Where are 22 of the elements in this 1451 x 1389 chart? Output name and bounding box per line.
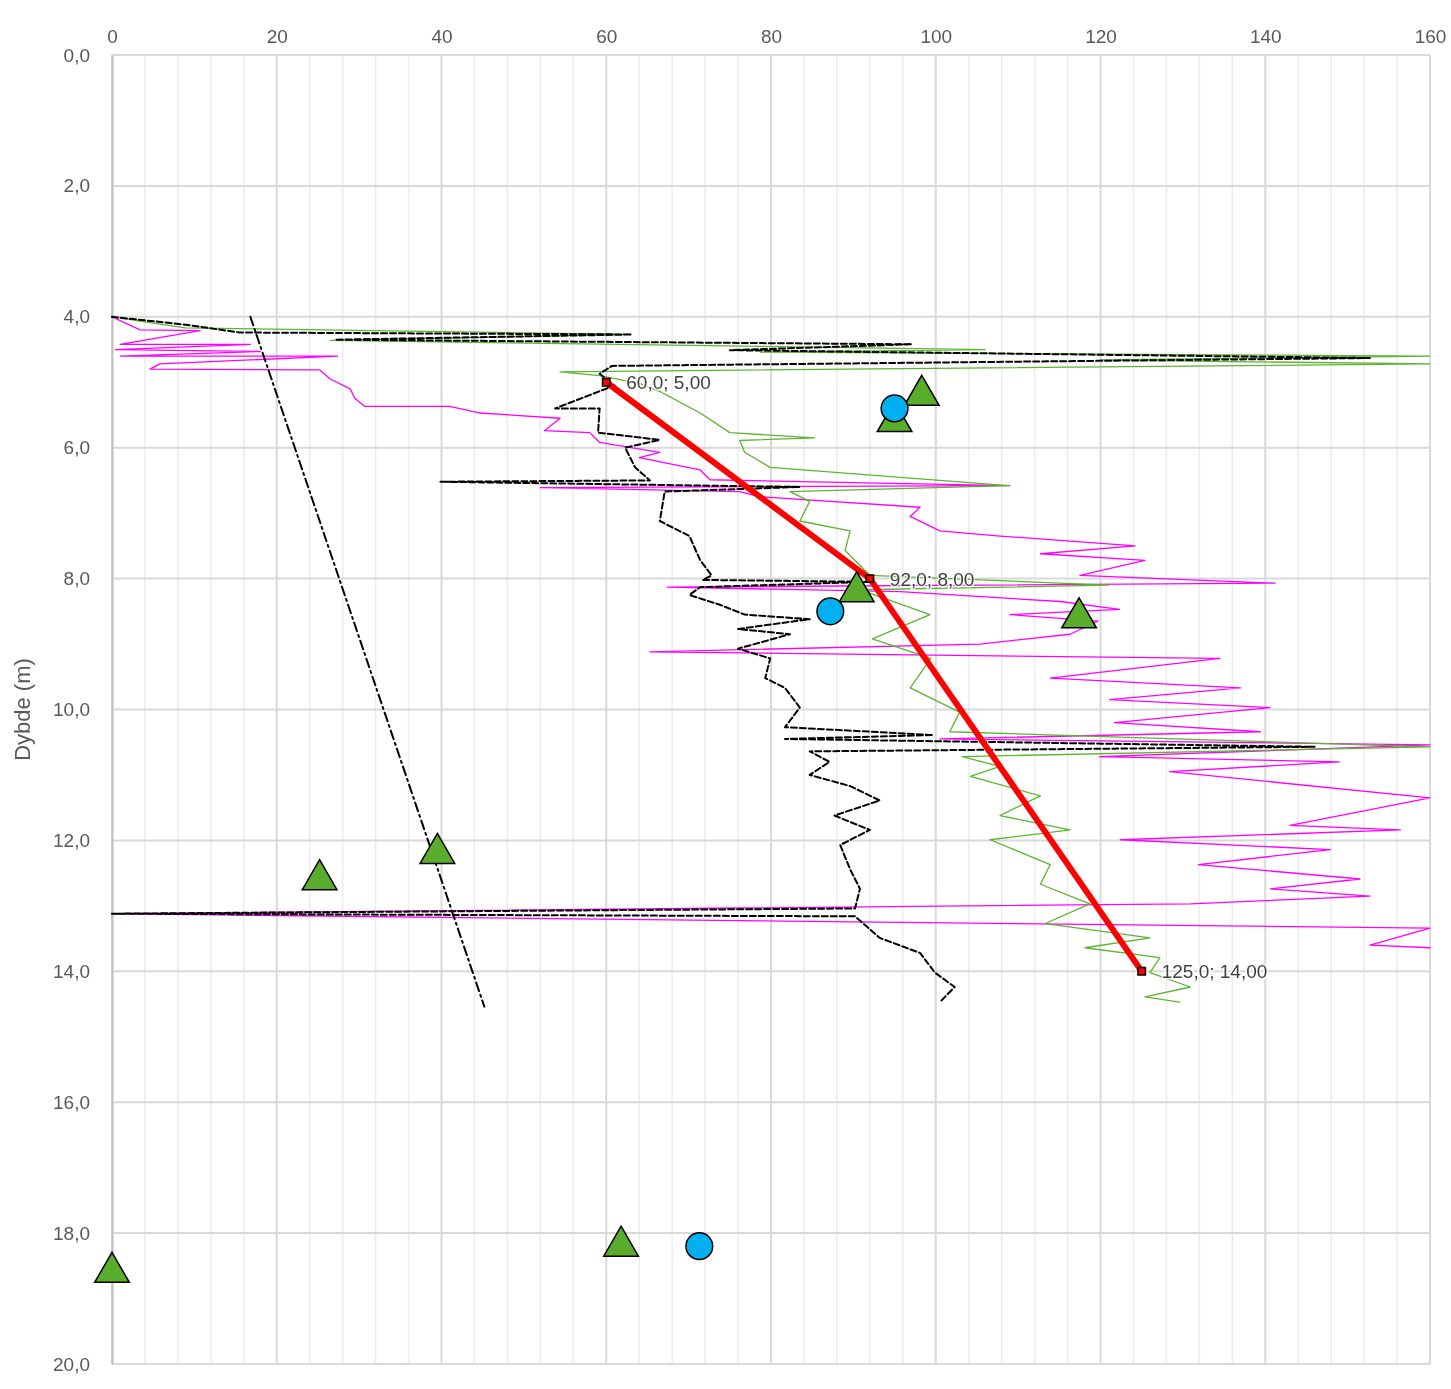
y-tick-label: 8,0 (63, 568, 90, 590)
y-axis-title: Dybde (m) (10, 658, 35, 761)
y-tick-label: 20,0 (53, 1353, 90, 1375)
y-tick-label: 0,0 (63, 44, 90, 66)
y-tick-label: 10,0 (53, 699, 90, 721)
x-tick-label: 20 (266, 26, 288, 47)
y-tick-label: 16,0 (53, 1091, 90, 1113)
x-tick-label: 0 (107, 26, 118, 47)
x-tick-label: 140 (1249, 26, 1282, 47)
y-tick-label: 4,0 (63, 306, 90, 328)
x-tick-label: 60 (596, 26, 618, 47)
x-tick-label: 80 (760, 26, 783, 47)
y-tick-label: 2,0 (63, 175, 90, 197)
y-tick-label: 6,0 (63, 437, 90, 459)
x-tick-label: 120 (1085, 26, 1117, 47)
x-tick-label: 100 (920, 26, 953, 47)
x-tick-label: 40 (431, 26, 453, 47)
y-tick-label: 18,0 (53, 1222, 90, 1244)
data-label: 125,0; 14,00 (1161, 961, 1268, 983)
y-tick-label: 12,0 (53, 829, 90, 851)
y-tick-label: 14,0 (53, 960, 90, 982)
x-tick-label: 160 (1414, 26, 1447, 47)
